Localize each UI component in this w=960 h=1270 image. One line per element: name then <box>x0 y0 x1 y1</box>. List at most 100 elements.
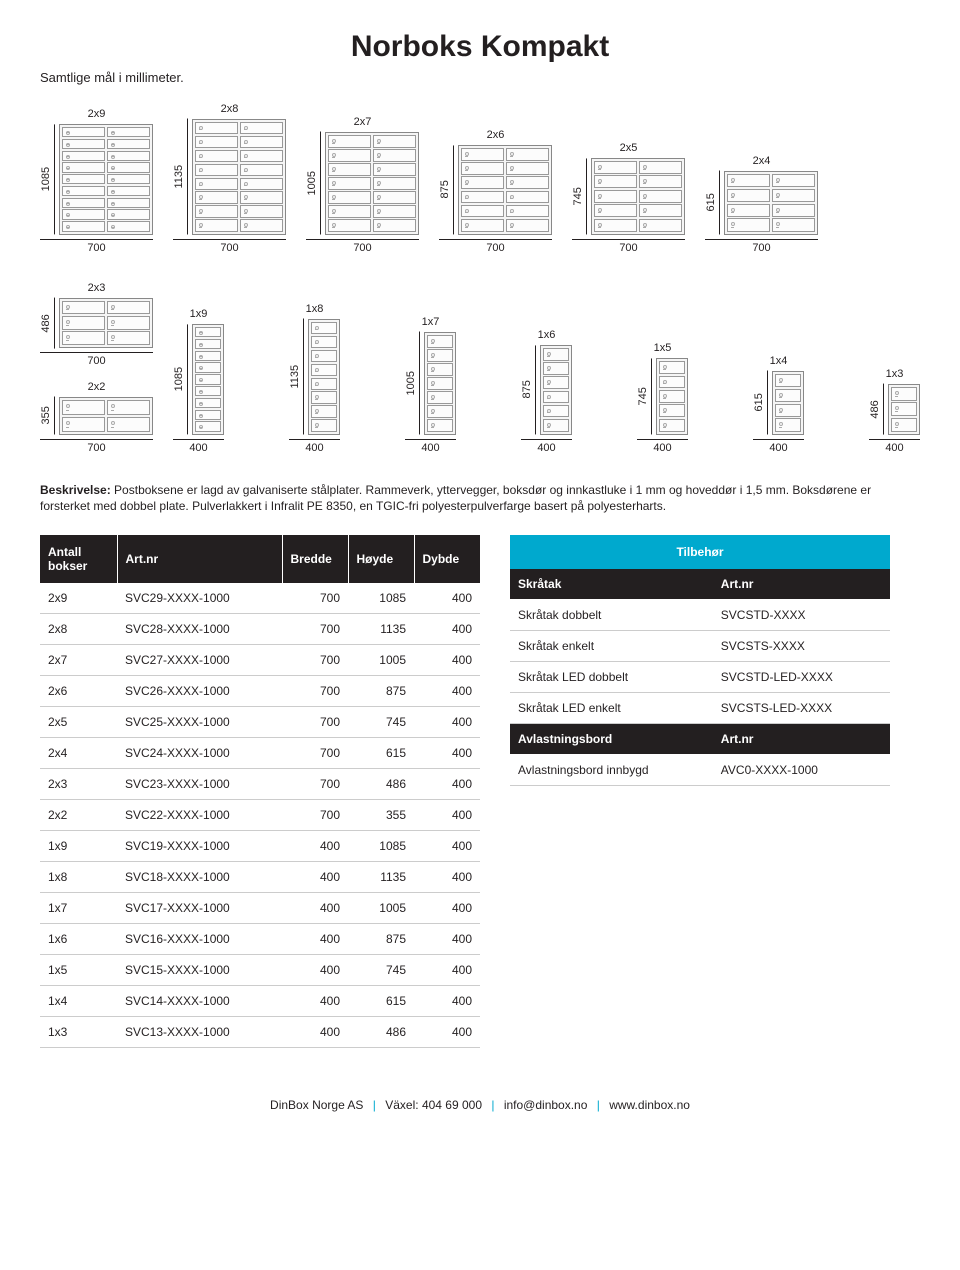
cabinet-height-label: 1005 <box>306 132 321 235</box>
cabinet-figure: 1x71005400 <box>405 316 456 454</box>
mailbox-slot <box>594 204 637 217</box>
mailbox-slot <box>62 301 105 315</box>
mailbox-slot <box>594 175 637 188</box>
mailbox-slot <box>328 177 371 190</box>
table-header: Antall bokser <box>40 535 117 583</box>
mailbox-slot <box>639 190 682 203</box>
cabinet-label-top: 1x4 <box>770 355 788 367</box>
cabinet-width-label: 400 <box>173 439 224 454</box>
cabinet-height-label: 875 <box>521 345 536 434</box>
mailbox-slot <box>659 419 685 432</box>
mailbox-slot <box>62 316 105 330</box>
table-header: Høyde <box>348 535 414 583</box>
table-cell: 700 <box>282 707 348 738</box>
cabinet-label-top: 2x2 <box>88 381 106 393</box>
table-cell: 700 <box>282 676 348 707</box>
cabinet-width-label: 400 <box>405 439 456 454</box>
mailbox-slot <box>772 218 815 231</box>
table-row: 1x8SVC18-XXXX-10004001135400 <box>40 862 480 893</box>
mailbox-slot <box>506 176 549 189</box>
mailbox-slot <box>775 404 801 417</box>
table-cell: 400 <box>282 1017 348 1048</box>
mailbox-slot <box>427 377 453 390</box>
mailbox-slot <box>62 151 105 161</box>
mailbox-slot <box>659 376 685 389</box>
table-cell: 1x3 <box>40 1017 117 1048</box>
table-row: Avlastningsbord innbygdAVC0-XXXX-1000 <box>510 755 890 786</box>
mailbox-slot <box>328 191 371 204</box>
table-cell: 2x2 <box>40 800 117 831</box>
page-footer: DinBox Norge AS | Växel: 404 69 000 | in… <box>40 1098 920 1112</box>
mailbox-slot <box>891 387 917 401</box>
table-cell: 700 <box>282 769 348 800</box>
mailbox-slot <box>427 335 453 348</box>
mailbox-slot <box>727 189 770 202</box>
table-cell: 745 <box>348 955 414 986</box>
mailbox-slot <box>461 191 504 204</box>
table-cell: SVCSTD-XXXX <box>713 600 890 631</box>
mailbox-slot <box>427 349 453 362</box>
mailbox-slot <box>195 362 221 372</box>
cabinet-label-top: 1x5 <box>654 342 672 354</box>
cabinet-figure: 1x81135400 <box>289 303 340 454</box>
mailbox-slot <box>639 219 682 232</box>
table-cell: 700 <box>282 800 348 831</box>
table-cell: 745 <box>348 707 414 738</box>
table-cell: Skråtak dobbelt <box>510 600 713 631</box>
cabinet-icon <box>540 345 572 434</box>
table-cell: 1x8 <box>40 862 117 893</box>
separator-icon: | <box>373 1098 376 1112</box>
table-row: Skråtak LED dobbeltSVCSTD-LED-XXXX <box>510 662 890 693</box>
accessories-title: Tilbehør <box>510 535 890 569</box>
table-cell: SVC19-XXXX-1000 <box>117 831 282 862</box>
table-row: Skråtak enkeltSVCSTS-XXXX <box>510 631 890 662</box>
table-header: Dybde <box>414 535 480 583</box>
mailbox-slot <box>107 198 150 208</box>
description: Beskrivelse: Postboksene er lagd av galv… <box>40 482 920 516</box>
table-row: 2x5SVC25-XXXX-1000700745400 <box>40 707 480 738</box>
cabinet-width-label: 700 <box>40 352 153 367</box>
table-cell: 400 <box>282 924 348 955</box>
table-cell: 400 <box>282 831 348 862</box>
mailbox-slot <box>427 419 453 432</box>
mailbox-slot <box>107 186 150 196</box>
mailbox-slot <box>107 400 150 415</box>
mailbox-slot <box>373 205 416 218</box>
cabinet-label-top: 2x6 <box>487 129 505 141</box>
cabinet-height-label: 615 <box>753 371 768 435</box>
table-cell: 700 <box>282 738 348 769</box>
cabinet-width-label: 400 <box>289 439 340 454</box>
mailbox-slot <box>62 221 105 231</box>
mailbox-slot <box>240 178 283 190</box>
table-row: 1x3SVC13-XXXX-1000400486400 <box>40 1017 480 1048</box>
mailbox-slot <box>107 417 150 432</box>
mailbox-slot <box>427 363 453 376</box>
table-cell: 400 <box>414 738 480 769</box>
table-cell: 1085 <box>348 831 414 862</box>
mailbox-slot <box>107 174 150 184</box>
footer-phone: 404 69 000 <box>422 1098 482 1112</box>
table-cell: SVCSTS-XXXX <box>713 631 890 662</box>
cabinet-height-label: 1005 <box>405 332 420 435</box>
mailbox-slot <box>891 418 917 432</box>
table-cell: 2x4 <box>40 738 117 769</box>
diagram-row-1: 2x910857002x811357002x710057002x68757002… <box>40 103 920 254</box>
table-cell: Avlastningsbord innbygd <box>510 755 713 786</box>
mailbox-slot <box>461 148 504 161</box>
mailbox-slot <box>594 219 637 232</box>
table-row: 1x6SVC16-XXXX-1000400875400 <box>40 924 480 955</box>
mailbox-slot <box>195 398 221 408</box>
table-row: 2x9SVC29-XXXX-10007001085400 <box>40 583 480 614</box>
separator-icon: | <box>597 1098 600 1112</box>
section-header: Avlastningsbord <box>510 724 713 755</box>
mailbox-slot <box>195 136 238 148</box>
diagram-row-2: 2x34867002x2355700 1x910854001x811354001… <box>40 282 920 454</box>
mailbox-slot <box>195 351 221 361</box>
cabinet-figure: 1x3486400 <box>869 368 920 454</box>
table-cell: 875 <box>348 924 414 955</box>
table-cell: 400 <box>414 676 480 707</box>
cabinet-figure: 2x3486700 <box>40 282 153 368</box>
mailbox-slot <box>311 378 337 390</box>
table-cell: SVC18-XXXX-1000 <box>117 862 282 893</box>
cabinet-width-label: 700 <box>40 239 153 254</box>
